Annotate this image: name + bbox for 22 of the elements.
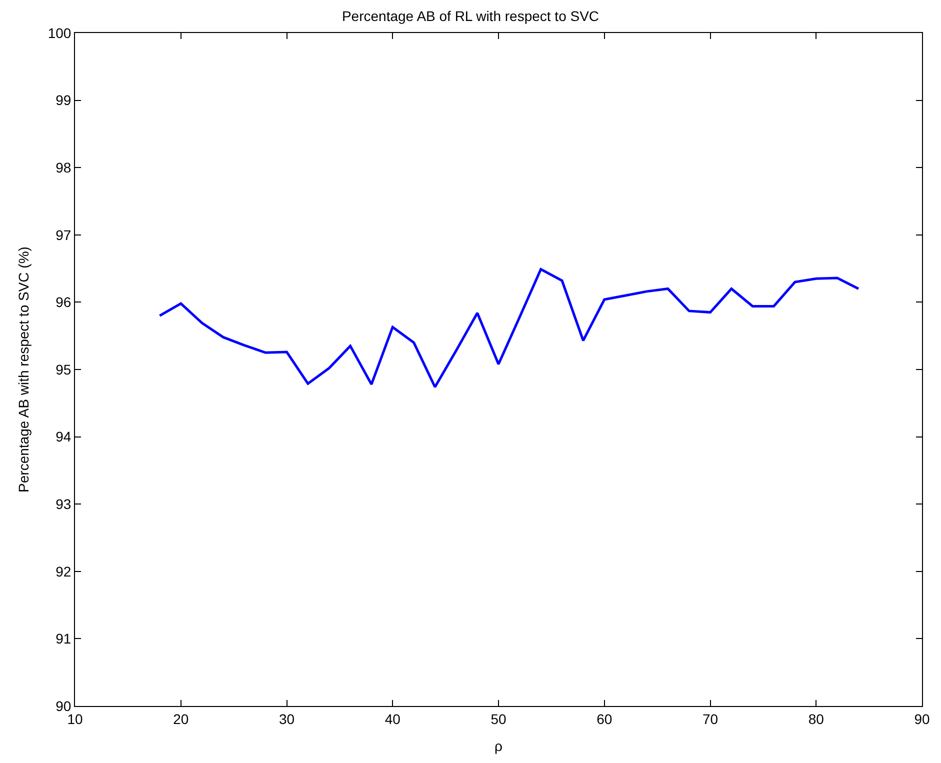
x-tick-label: 30	[278, 710, 295, 727]
line-series	[158, 268, 860, 388]
x-tick-label: 40	[384, 710, 401, 727]
y-tick-label: 95	[56, 361, 72, 378]
x-tick-label: 90	[914, 710, 930, 727]
y-tick-label: 97	[56, 226, 72, 243]
x-tick-label: 20	[173, 710, 189, 727]
y-tick-label: 93	[56, 496, 72, 512]
chart-title: Percentage AB of RL with respect to SVC	[342, 8, 600, 24]
x-tick-label: 80	[808, 710, 824, 727]
y-axis-title: Percentage AB with respect to SVC (%)	[15, 246, 32, 492]
x-tick-label: 70	[702, 710, 718, 727]
x-tick-label: 60	[596, 710, 612, 727]
y-tick-label: 100	[48, 24, 72, 41]
y-tick-label: 92	[56, 563, 72, 580]
y-tick-label: 94	[56, 428, 72, 445]
y-tick-label: 99	[56, 92, 72, 108]
x-tick-label: 50	[490, 710, 506, 727]
x-axis-title: ρ	[494, 738, 503, 754]
y-tick-label: 96	[56, 294, 72, 310]
y-tick-label: 98	[56, 160, 72, 176]
y-tick-label: 91	[56, 630, 72, 647]
